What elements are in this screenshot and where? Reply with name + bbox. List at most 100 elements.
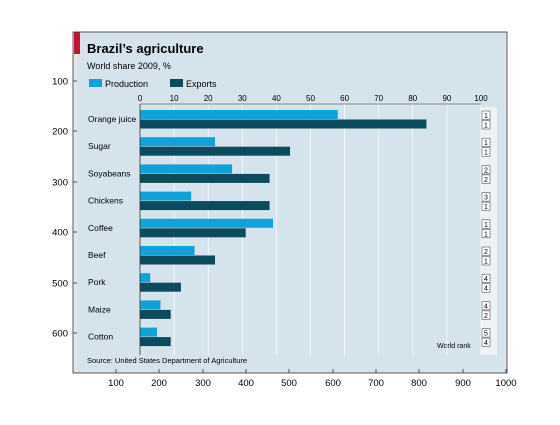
category-label: Beef bbox=[88, 250, 106, 260]
category-label: Cotton bbox=[88, 332, 113, 342]
world-rank-box bbox=[481, 273, 491, 283]
world-rank-box bbox=[481, 337, 491, 347]
inner-x-tick-label: 50 bbox=[306, 94, 315, 103]
world-rank-box bbox=[481, 120, 491, 130]
inner-x-tick-label: 100 bbox=[474, 94, 488, 103]
outer-x-tick-label: 900 bbox=[455, 378, 471, 389]
world-rank-box bbox=[481, 310, 491, 320]
inner-x-tick-label: 20 bbox=[204, 94, 213, 103]
world-rank-box bbox=[481, 192, 491, 202]
world-rank-value: 1 bbox=[484, 140, 488, 147]
world-rank-value: 4 bbox=[484, 340, 488, 347]
world-rank-box bbox=[481, 328, 491, 338]
world-rank-box bbox=[481, 165, 491, 175]
world-rank-value: 2 bbox=[484, 177, 488, 184]
chart-title: Brazil’s agriculture bbox=[87, 41, 204, 56]
bar-exports-chickens bbox=[140, 201, 270, 211]
outer-x-tick-label: 600 bbox=[325, 378, 341, 389]
legend-label-production: Production bbox=[105, 79, 148, 89]
inner-x-tick-label: 40 bbox=[272, 94, 281, 103]
world-rank-value: 1 bbox=[484, 123, 488, 130]
bar-production-cotton bbox=[140, 327, 158, 337]
bar-exports-orange-juice bbox=[140, 119, 427, 129]
outer-y-tick-label: 500 bbox=[52, 279, 68, 290]
outer-y-tick-label: 100 bbox=[52, 77, 68, 88]
world-rank-value: 4 bbox=[484, 276, 488, 283]
world-rank-box bbox=[481, 110, 491, 120]
category-label: Sugar bbox=[88, 141, 111, 151]
world-rank-value: 1 bbox=[484, 150, 488, 157]
inner-x-tick-label: 80 bbox=[408, 94, 417, 103]
bar-production-chickens bbox=[140, 191, 192, 201]
legend-label-exports: Exports bbox=[186, 79, 217, 89]
source-note: Source: United States Department of Agri… bbox=[87, 356, 247, 365]
inner-x-tick-label: 30 bbox=[238, 94, 247, 103]
labels-layer: 0 10 20 30 40 50 60 70 80 90 100 Orange juice 1 1 Suga… bbox=[52, 31, 517, 389]
world-rank-box bbox=[481, 283, 491, 293]
bar-exports-maize bbox=[140, 309, 171, 319]
inner-x-tick-label: 70 bbox=[374, 94, 383, 103]
bar-exports-cotton bbox=[140, 337, 171, 347]
world-rank-value: 1 bbox=[484, 231, 488, 238]
outer-x-tick-label: 100 bbox=[108, 378, 124, 389]
world-rank-value: 3 bbox=[484, 195, 488, 202]
outer-x-tick-label: 300 bbox=[195, 378, 211, 389]
world-rank-label: World rank bbox=[437, 343, 471, 350]
inner-x-tick-label: 10 bbox=[170, 94, 179, 103]
category-label: Orange juice bbox=[88, 114, 136, 124]
outer-x-tick-label: 800 bbox=[411, 378, 427, 389]
world-rank-box bbox=[481, 301, 491, 311]
inner-x-tick-label: 90 bbox=[442, 94, 451, 103]
bar-production-beef bbox=[140, 246, 195, 255]
bar-production-sugar bbox=[140, 137, 216, 147]
world-rank-box bbox=[481, 256, 491, 266]
outer-y-tick-label: 600 bbox=[52, 329, 68, 340]
world-rank-value: 2 bbox=[484, 249, 488, 256]
category-label: Soyabeans bbox=[88, 168, 131, 178]
outer-x-tick-label: 700 bbox=[368, 378, 384, 389]
legend-swatch-production bbox=[89, 79, 102, 87]
world-rank-box bbox=[481, 174, 491, 184]
outer-x-tick-label: 500 bbox=[281, 378, 297, 389]
bar-exports-soyabeans bbox=[140, 173, 270, 183]
bar-production-orange-juice bbox=[140, 110, 338, 119]
outer-axes-border bbox=[72, 31, 508, 374]
category-label: Pork bbox=[88, 277, 106, 287]
world-rank-box bbox=[481, 137, 491, 147]
world-rank-value: 4 bbox=[484, 303, 488, 310]
outer-x-tick-label: 400 bbox=[238, 378, 254, 389]
world-rank-box bbox=[481, 246, 491, 256]
world-rank-value: 2 bbox=[484, 313, 488, 320]
world-rank-value: 4 bbox=[484, 286, 488, 293]
bar-production-coffee bbox=[140, 218, 273, 228]
world-rank-box bbox=[481, 201, 491, 211]
outer-y-tick-label: 300 bbox=[52, 178, 68, 189]
outer-y-tick-label: 400 bbox=[52, 228, 68, 239]
outer-x-tick-label: 200 bbox=[151, 378, 167, 389]
category-label: Chickens bbox=[88, 196, 123, 206]
bar-production-soyabeans bbox=[140, 164, 233, 174]
inner-x-tick-label: 60 bbox=[340, 94, 349, 103]
world-rank-value: 1 bbox=[484, 259, 488, 266]
world-rank-box bbox=[481, 219, 491, 229]
category-label: Maize bbox=[88, 304, 111, 314]
bar-exports-pork bbox=[140, 282, 181, 292]
world-rank-box bbox=[481, 147, 491, 157]
world-rank-value: 1 bbox=[484, 204, 488, 211]
world-rank-value: 2 bbox=[484, 167, 488, 174]
world-rank-value: 1 bbox=[484, 222, 488, 229]
world-rank-value: 1 bbox=[484, 113, 488, 120]
accent-bar bbox=[74, 32, 80, 54]
outer-y-tick-label: 200 bbox=[52, 127, 68, 138]
bar-production-pork bbox=[140, 273, 151, 283]
legend-swatch-exports bbox=[170, 79, 183, 87]
bar-exports-sugar bbox=[140, 146, 291, 156]
bar-production-maize bbox=[140, 300, 161, 310]
world-rank-box bbox=[481, 229, 491, 239]
bar-exports-coffee bbox=[140, 228, 246, 238]
bar-exports-beef bbox=[140, 255, 216, 265]
inner-x-tick-label: 0 bbox=[138, 94, 143, 103]
category-label: Coffee bbox=[88, 223, 113, 233]
